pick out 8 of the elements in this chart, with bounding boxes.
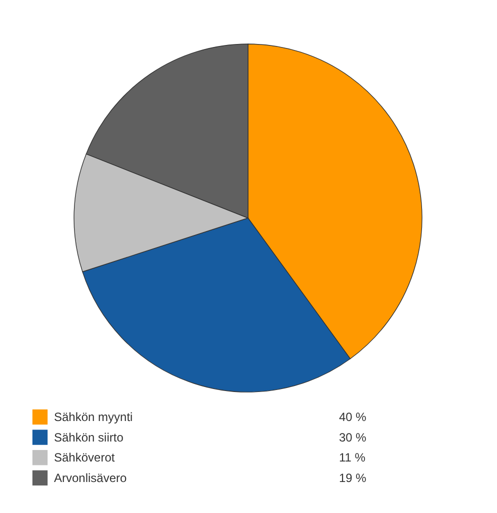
- data-label: 30 %: [339, 430, 367, 444]
- legend-label: Sähköverot: [54, 450, 116, 465]
- legend-label: Sähkön siirto: [54, 430, 124, 444]
- data-label: 19 %: [339, 470, 367, 485]
- legend-label: Arvonlisävero: [54, 470, 128, 485]
- data-label: 40 %: [339, 410, 367, 424]
- legend-label: Sähkön myynti: [54, 410, 133, 424]
- data-label: 11 %: [339, 450, 366, 465]
